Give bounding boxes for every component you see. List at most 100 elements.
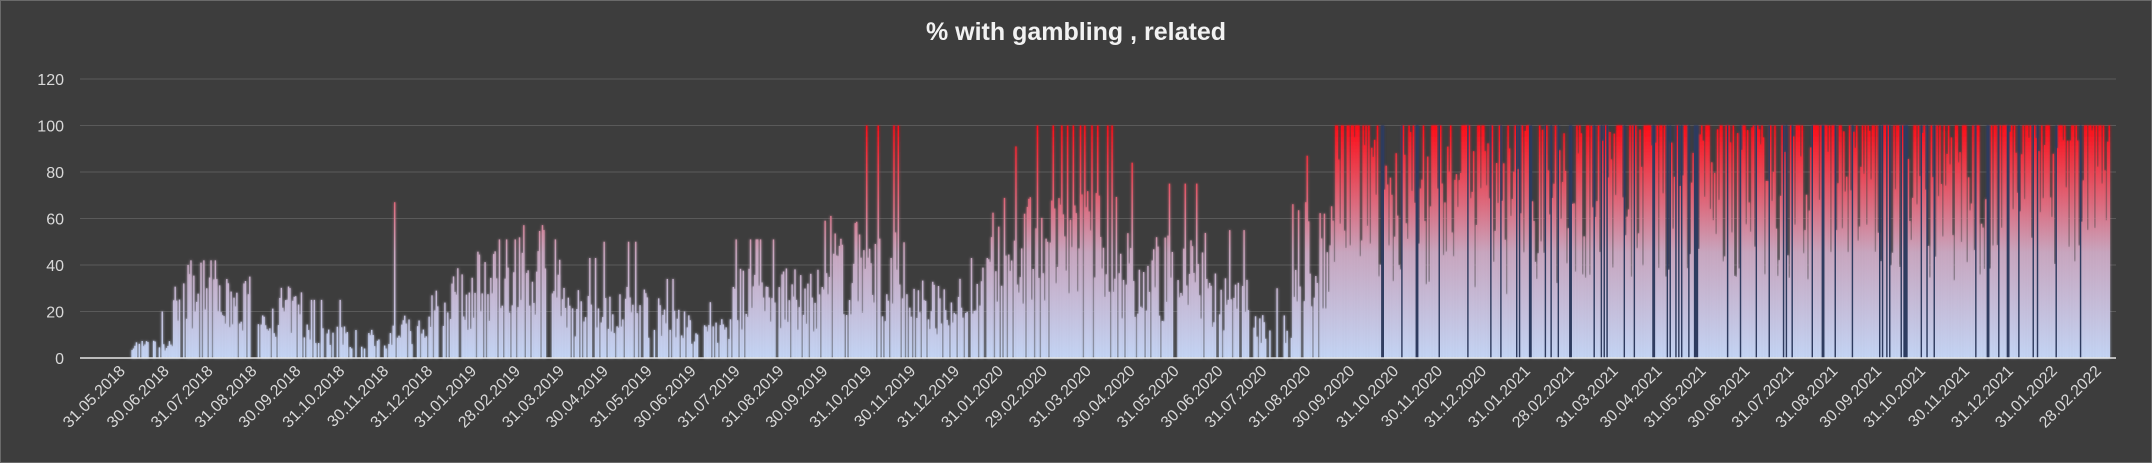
bar: [734, 288, 736, 358]
bar: [1718, 199, 1720, 358]
bar: [369, 335, 372, 358]
bar: [645, 293, 647, 358]
bar-gap: [1593, 125, 1596, 358]
bar: [1253, 327, 1255, 358]
bar: [1960, 242, 1963, 358]
bar: [1567, 228, 1570, 358]
bar: [1802, 253, 1805, 358]
bar: [372, 335, 374, 358]
bar: [748, 268, 750, 358]
bar: [249, 276, 251, 358]
bar: [2058, 125, 2060, 358]
bar: [2045, 125, 2047, 358]
bar: [1602, 140, 1604, 358]
bar: [1441, 183, 1443, 358]
bar: [517, 307, 519, 358]
bar: [1784, 152, 1786, 358]
bar: [513, 272, 515, 358]
bar: [1237, 282, 1240, 358]
bar: [2025, 125, 2027, 358]
bar: [1478, 125, 1481, 358]
bar: [2015, 152, 2017, 358]
bar: [1310, 306, 1313, 358]
bar: [2005, 125, 2007, 358]
bar: [1194, 282, 1197, 358]
bar-gap: [2055, 125, 2058, 358]
bar: [732, 286, 735, 358]
bar: [2056, 148, 2059, 358]
bar: [894, 232, 897, 358]
bar: [1480, 188, 1482, 358]
bar: [1749, 231, 1752, 358]
bar: [1068, 293, 1070, 358]
bar: [1504, 239, 1506, 358]
bar: [1966, 262, 1968, 358]
bar: [1342, 125, 1344, 358]
bar: [494, 251, 496, 358]
bar: [560, 316, 562, 358]
bar: [2059, 125, 2062, 358]
bar: [830, 215, 832, 358]
bar: [1662, 193, 1664, 358]
bar: [340, 327, 343, 358]
bar: [952, 322, 954, 358]
bar: [170, 344, 172, 358]
bar: [823, 289, 825, 358]
bar: [1059, 204, 1062, 358]
bar: [610, 331, 613, 358]
bar: [785, 268, 788, 358]
bar: [2035, 138, 2037, 358]
bar: [1663, 125, 1666, 358]
bar: [1543, 252, 1545, 358]
bar: [1596, 201, 1598, 358]
bar: [1201, 252, 1204, 358]
bar: [903, 242, 905, 358]
bar: [1460, 173, 1462, 358]
bar: [1181, 295, 1184, 358]
bar: [1032, 269, 1034, 358]
bar: [1290, 337, 1293, 358]
bar: [134, 345, 136, 358]
bar-gap: [1401, 125, 1403, 358]
bar: [1828, 125, 1831, 358]
bar: [2075, 125, 2077, 358]
bar: [1108, 291, 1110, 358]
bar: [1901, 125, 1904, 358]
bar-gap: [1500, 125, 1502, 358]
bar: [1632, 125, 1634, 358]
bar: [946, 319, 948, 358]
bar: [1574, 271, 1577, 358]
bar: [306, 324, 308, 358]
bar: [368, 333, 370, 358]
bar: [735, 239, 737, 358]
bar-gap: [1823, 125, 1825, 358]
bar: [1645, 125, 1647, 358]
bar: [1472, 151, 1475, 358]
bar: [1722, 261, 1725, 358]
bar: [1978, 125, 1980, 358]
bar: [451, 283, 453, 358]
bar: [1462, 125, 1465, 358]
bar: [643, 289, 646, 358]
bar: [1560, 218, 1562, 358]
bar: [528, 305, 531, 358]
bar: [1186, 285, 1188, 358]
bar: [1983, 269, 1986, 358]
bar: [272, 308, 274, 358]
bar: [203, 260, 205, 358]
bar-gap: [1528, 125, 1531, 358]
bar: [299, 314, 301, 358]
bar-gap: [1623, 125, 1626, 358]
bar: [437, 306, 439, 358]
bar: [1757, 125, 1759, 358]
bar: [1967, 177, 1970, 358]
bar: [2085, 125, 2088, 358]
bar: [2038, 151, 2040, 358]
bar: [1597, 125, 1600, 358]
bar: [924, 300, 927, 358]
bar: [1716, 129, 1719, 358]
bar: [231, 324, 234, 358]
bar: [953, 312, 955, 358]
bar: [267, 330, 270, 358]
bar: [213, 279, 215, 358]
